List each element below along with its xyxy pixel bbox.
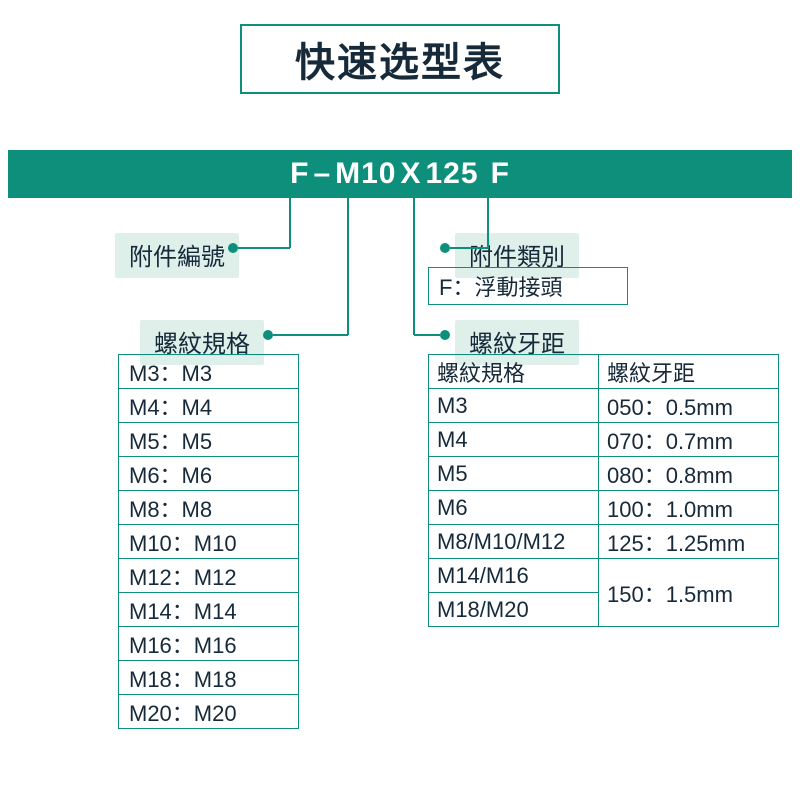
- pitch-row-spec: M14/M16: [429, 559, 599, 593]
- pitch-row-pitch: 100：1.0mm: [599, 491, 779, 525]
- pitch-row-spec: M3: [429, 389, 599, 423]
- model-thread: M10: [333, 157, 398, 191]
- pitch-row-spec: M4: [429, 423, 599, 457]
- spec-row: M14：M14: [119, 593, 299, 627]
- model-pitch: 125: [424, 157, 481, 191]
- pitch-head-spec: 螺紋規格: [429, 355, 599, 389]
- spec-row: M4：M4: [119, 389, 299, 423]
- spec-row: M8：M8: [119, 491, 299, 525]
- connector-dot: [440, 330, 450, 340]
- spec-row: M5：M5: [119, 423, 299, 457]
- pitch-head-pitch: 螺紋牙距: [599, 355, 779, 389]
- thread-spec-table: M3：M3M4：M4M5：M5M6：M6M8：M8M10：M10M12：M12M…: [118, 354, 299, 729]
- category-value: F：浮動接頭: [439, 270, 562, 302]
- category-value-box: F：浮動接頭: [428, 267, 628, 305]
- spec-row: M3：M3: [119, 355, 299, 389]
- spec-row: M10：M10: [119, 525, 299, 559]
- pitch-row-spec: M6: [429, 491, 599, 525]
- pitch-row-pitch: 050：0.5mm: [599, 389, 779, 423]
- connector-dot: [440, 243, 450, 253]
- title-box: 快速选型表: [240, 24, 560, 94]
- pitch-row-pitch: 070：0.7mm: [599, 423, 779, 457]
- model-code-bar: F – M10 X 125 F: [8, 150, 792, 198]
- spec-row: M20：M20: [119, 695, 299, 729]
- connector-dot: [228, 243, 238, 253]
- connector-dot: [263, 330, 273, 340]
- page: 快速选型表 F – M10 X 125 F 附件編號 附件類別 F：浮動接頭 螺…: [0, 0, 800, 800]
- pitch-row-pitch: 080：0.8mm: [599, 457, 779, 491]
- model-prefix: F: [288, 157, 311, 191]
- spec-row: M12：M12: [119, 559, 299, 593]
- pitch-row-pitch: 125：1.25mm: [599, 525, 779, 559]
- pitch-row-spec: M5: [429, 457, 599, 491]
- pitch-row-pitch: 150：1.5mm: [599, 559, 779, 627]
- pitch-row-spec: M18/M20: [429, 593, 599, 627]
- model-x: X: [398, 157, 423, 191]
- thread-pitch-table: 螺紋規格 螺紋牙距 M3050：0.5mmM4070：0.7mmM5080：0.…: [428, 354, 779, 627]
- spec-row: M18：M18: [119, 661, 299, 695]
- model-suffix: F: [489, 157, 512, 191]
- label-part-number: 附件編號: [115, 233, 239, 278]
- model-dash: –: [311, 157, 333, 191]
- spec-row: M6：M6: [119, 457, 299, 491]
- spec-row: M16：M16: [119, 627, 299, 661]
- page-title: 快速选型表: [295, 30, 505, 88]
- pitch-row-spec: M8/M10/M12: [429, 525, 599, 559]
